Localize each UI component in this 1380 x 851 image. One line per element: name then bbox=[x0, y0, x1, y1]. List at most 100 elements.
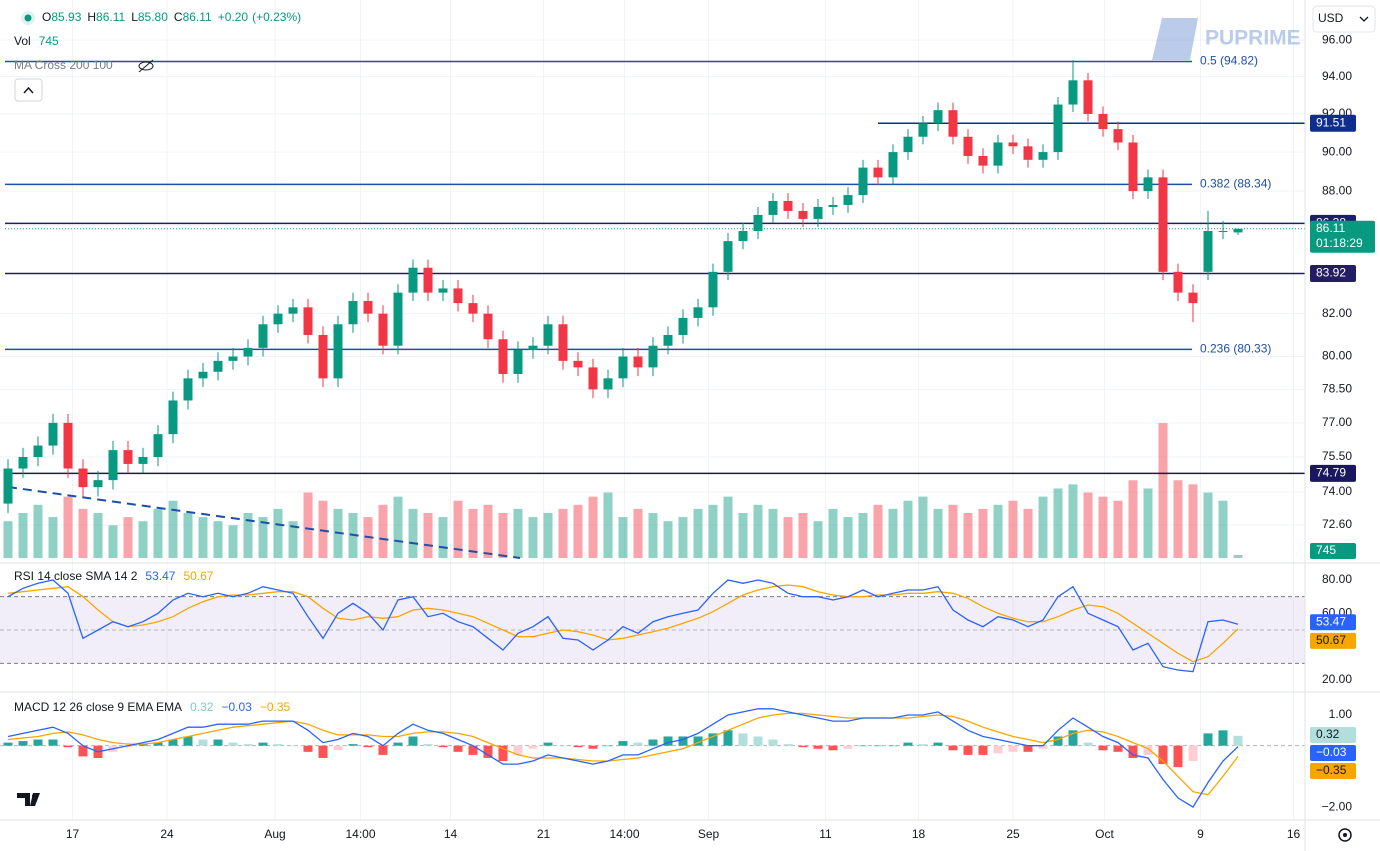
candle-body bbox=[1233, 228, 1243, 233]
macd-histogram-bar bbox=[3, 742, 13, 746]
volume-bar bbox=[543, 513, 553, 558]
candle-body bbox=[393, 292, 403, 346]
candle-body bbox=[693, 307, 703, 318]
candle-body bbox=[663, 334, 673, 346]
currency-select[interactable]: USD bbox=[1312, 5, 1376, 33]
hide-icon[interactable] bbox=[138, 59, 154, 73]
candle-body bbox=[858, 167, 868, 196]
candle-body bbox=[948, 110, 958, 137]
macd-histogram-bar bbox=[333, 745, 343, 751]
x-tick-label: 11 bbox=[819, 827, 832, 841]
price-tag bbox=[1310, 264, 1356, 282]
candle-body bbox=[1173, 271, 1183, 293]
macd-histogram-bar bbox=[978, 745, 988, 755]
macd-histogram-bar bbox=[528, 745, 538, 749]
macd-histogram-bar bbox=[723, 730, 733, 746]
macd-histogram-bar bbox=[303, 745, 313, 752]
volume-bar bbox=[738, 513, 748, 558]
macd-histogram-bar bbox=[738, 733, 748, 746]
volume-bar bbox=[768, 508, 778, 558]
candle-body bbox=[843, 195, 853, 205]
y-tick-label: 72.60 bbox=[1322, 517, 1352, 531]
candle-body bbox=[498, 339, 508, 374]
volume-bar bbox=[228, 525, 238, 558]
volume-bar bbox=[168, 500, 178, 558]
volume-bar bbox=[1023, 508, 1033, 558]
candle-body bbox=[933, 110, 943, 124]
candle-body bbox=[333, 324, 343, 379]
volume-bar bbox=[723, 496, 733, 558]
candle-body bbox=[1053, 104, 1063, 153]
volume-bar bbox=[153, 508, 163, 558]
macd-histogram-bar bbox=[483, 745, 493, 758]
candle-body bbox=[48, 422, 58, 446]
candle-body bbox=[633, 356, 643, 368]
macd-histogram-bar bbox=[693, 736, 703, 746]
ma-legend: MA Cross 200 100 bbox=[14, 58, 113, 72]
macd-histogram-bar bbox=[213, 739, 223, 746]
candle-body bbox=[18, 457, 28, 469]
macd-histogram-bar bbox=[423, 744, 433, 746]
candle-body bbox=[438, 288, 448, 293]
volume-bar bbox=[783, 517, 793, 558]
candle-body bbox=[453, 288, 463, 304]
candle-body bbox=[213, 360, 223, 372]
countdown-label: 01:18:29 bbox=[1316, 236, 1363, 250]
macd-histogram-bar bbox=[1098, 745, 1108, 751]
macd-histogram-bar bbox=[963, 745, 973, 755]
candle-body bbox=[648, 345, 658, 368]
macd-histogram-bar bbox=[198, 739, 208, 746]
y-tick-label: 94.00 bbox=[1322, 69, 1352, 83]
macd-histogram-bar bbox=[363, 745, 373, 748]
volume-bar bbox=[513, 508, 523, 558]
x-tick-label: 25 bbox=[1006, 827, 1020, 841]
candle-body bbox=[183, 378, 193, 401]
volume-bar bbox=[78, 508, 88, 558]
x-tick-label: Aug bbox=[264, 827, 285, 841]
macd-histogram-bar bbox=[393, 742, 403, 746]
macd-histogram-bar bbox=[318, 745, 328, 758]
volume-bar bbox=[993, 504, 1003, 558]
volume-bar bbox=[633, 508, 643, 558]
macd-histogram-bar bbox=[378, 745, 388, 755]
y-tick-label: 77.00 bbox=[1322, 415, 1352, 429]
candle-body bbox=[828, 204, 838, 207]
candle-body bbox=[873, 167, 883, 178]
macd-histogram-bar bbox=[138, 744, 148, 746]
price-tag bbox=[1310, 763, 1356, 779]
macd-histogram-bar bbox=[1068, 730, 1078, 746]
macd-histogram-bar bbox=[243, 744, 253, 746]
price-tag bbox=[1310, 543, 1356, 559]
candle-body bbox=[723, 241, 733, 272]
price-tag-label: 50.67 bbox=[1316, 633, 1346, 647]
volume-bar bbox=[858, 513, 868, 558]
x-tick-label: 9 bbox=[1197, 827, 1204, 841]
candle-body bbox=[108, 450, 118, 481]
y-tick-label: 88.00 bbox=[1322, 183, 1352, 197]
rsi-line bbox=[7, 579, 1239, 673]
ohlc-legend: O85.93 H86.11 L85.80 C86.11 +0.20 (+0.23%) bbox=[42, 10, 301, 24]
candle-body bbox=[768, 200, 778, 215]
candle-body bbox=[273, 313, 283, 325]
candle-body bbox=[483, 313, 493, 340]
candle-body bbox=[978, 155, 988, 166]
volume-bar bbox=[1158, 423, 1168, 558]
x-tick-label: 18 bbox=[912, 827, 926, 841]
candle-body bbox=[993, 142, 1003, 166]
candle-body bbox=[1008, 142, 1018, 147]
currency-label: USD bbox=[1318, 11, 1344, 25]
volume-bar bbox=[273, 508, 283, 558]
settings-button[interactable] bbox=[1338, 828, 1352, 842]
candle-body bbox=[303, 307, 313, 335]
price-tag-label: 0.32 bbox=[1316, 727, 1340, 741]
collapse-button[interactable] bbox=[14, 78, 43, 102]
fib-label: 0.382 (88.34) bbox=[1200, 177, 1271, 191]
y-tick-label: 74.00 bbox=[1322, 484, 1352, 498]
macd-histogram-bar bbox=[918, 744, 928, 746]
candle-body bbox=[153, 434, 163, 458]
candle-body bbox=[1113, 129, 1123, 143]
y-tick-label: 80.00 bbox=[1322, 349, 1352, 363]
macd-histogram-bar bbox=[1203, 733, 1213, 746]
volume-bar bbox=[108, 525, 118, 558]
price-tag bbox=[1310, 614, 1356, 631]
